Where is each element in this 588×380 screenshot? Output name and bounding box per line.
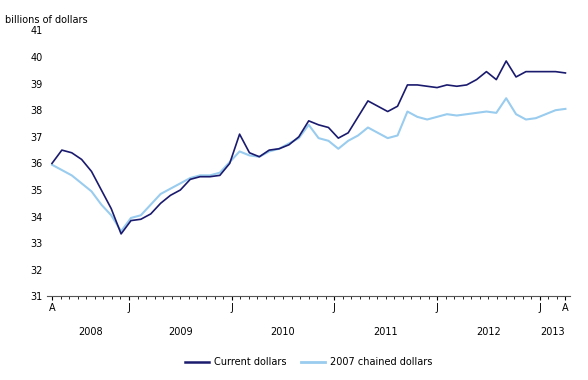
Legend: Current dollars, 2007 chained dollars: Current dollars, 2007 chained dollars <box>181 353 436 371</box>
Text: 2013: 2013 <box>540 327 565 337</box>
Text: 2008: 2008 <box>78 327 103 337</box>
Text: 2009: 2009 <box>168 327 193 337</box>
Text: 2011: 2011 <box>373 327 398 337</box>
Text: billions of dollars: billions of dollars <box>5 15 88 25</box>
Text: 2010: 2010 <box>270 327 295 337</box>
Text: 2012: 2012 <box>476 327 501 337</box>
